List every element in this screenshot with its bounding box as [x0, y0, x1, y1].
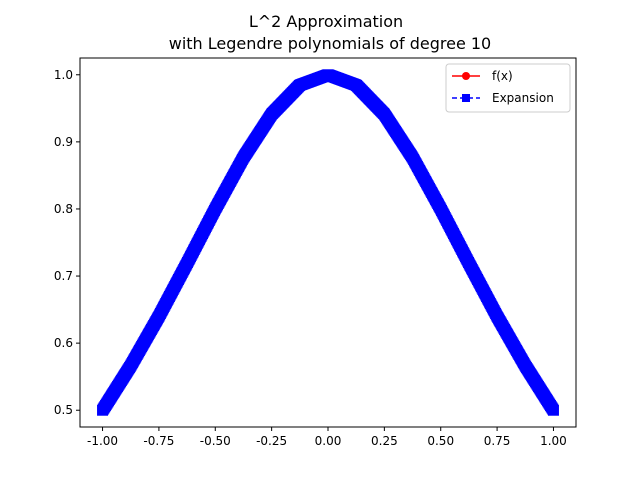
legend-label-fx: f(x) — [492, 69, 513, 83]
y-axis: 0.5 0.6 0.7 0.8 0.9 1.0 — [54, 68, 80, 417]
chart-title-line-1: L^2 Approximation — [249, 12, 403, 31]
y-tick-label: 1.0 — [54, 68, 73, 82]
y-tick-label: 0.7 — [54, 269, 73, 283]
legend-marker-expansion — [462, 94, 470, 102]
x-tick-label: 0.75 — [484, 434, 511, 448]
x-tick-label: 0.50 — [427, 434, 454, 448]
y-tick-label: 0.6 — [54, 336, 73, 350]
legend-marker-fx — [462, 72, 470, 80]
legend-label-expansion: Expansion — [492, 91, 554, 105]
x-tick-label: -0.25 — [256, 434, 287, 448]
data-layer — [97, 69, 559, 416]
x-tick-label: -1.00 — [87, 434, 118, 448]
legend: f(x) Expansion — [445, 63, 571, 113]
y-tick-label: 0.9 — [54, 135, 73, 149]
x-tick-label: -0.75 — [143, 434, 174, 448]
plot-area — [80, 58, 576, 427]
x-tick-label: 0.25 — [371, 434, 398, 448]
x-tick-label: -0.50 — [200, 434, 231, 448]
x-axis: -1.00 -0.75 -0.50 -0.25 0.00 0.25 0.50 0.75 1.00 — [87, 427, 567, 448]
data-point-expansion — [547, 404, 559, 416]
y-tick-label: 0.8 — [54, 202, 73, 216]
plot-frame — [79, 57, 577, 428]
chart-title-line-2: with Legendre polynomials of degree 10 — [169, 34, 491, 53]
x-tick-label: 1.00 — [540, 434, 567, 448]
x-tick-label: 0.00 — [315, 434, 342, 448]
y-tick-label: 0.5 — [54, 403, 73, 417]
